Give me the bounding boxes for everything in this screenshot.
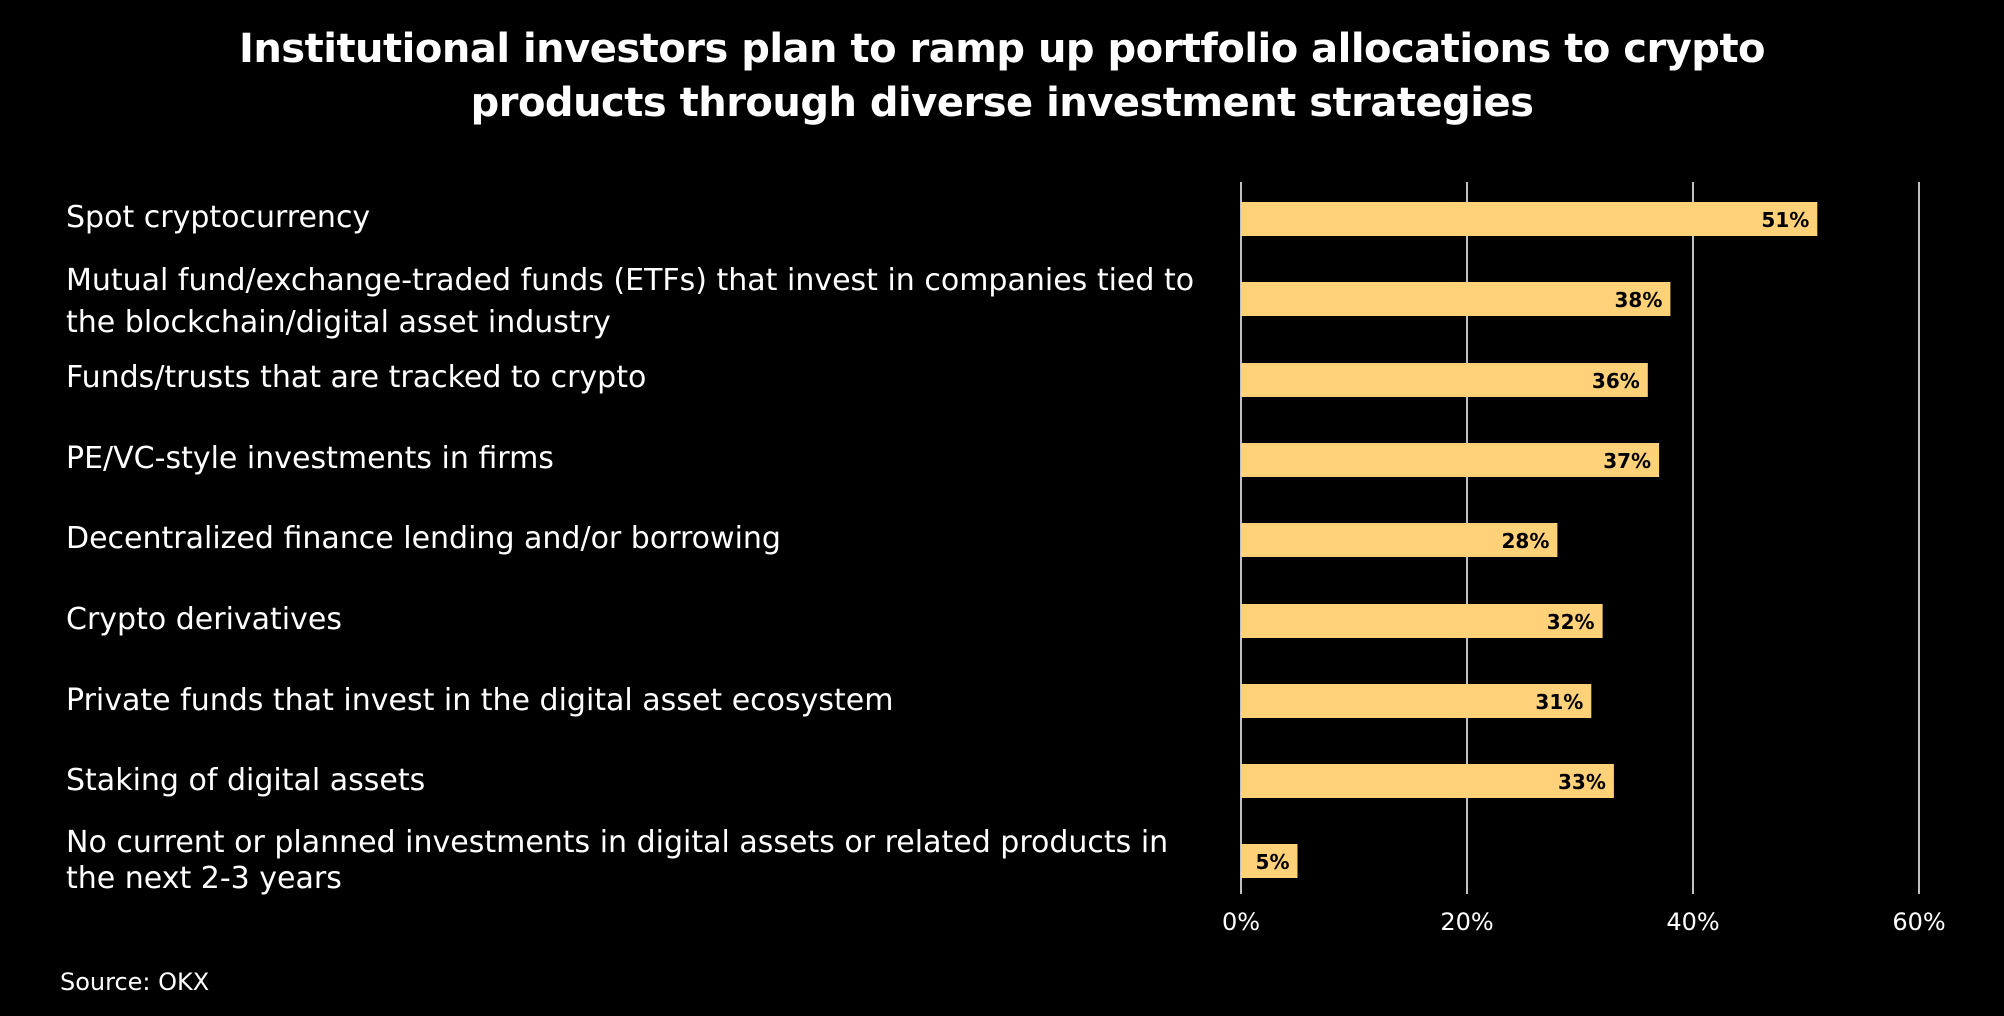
category-label-private-funds: Private funds that invest in the digital…: [66, 683, 894, 718]
bars: [1241, 202, 1818, 878]
x-tick-label-0pct: 0%: [1222, 908, 1260, 936]
bar-4: [1241, 523, 1558, 557]
bar-1: [1241, 282, 1671, 316]
category-label-staking: Staking of digital assets: [66, 763, 426, 798]
x-tick-label-40pct: 40%: [1666, 908, 1719, 936]
category-label-funds-trusts: Funds/trusts that are tracked to crypto: [66, 360, 647, 395]
bar-2: [1241, 363, 1648, 397]
chart-title: Institutional investors plan to ramp up …: [0, 22, 2004, 130]
bar-value-label-6: 31%: [1535, 690, 1583, 714]
x-tick-label-60pct: 60%: [1892, 908, 1945, 936]
chart-title-line-1: Institutional investors plan to ramp up …: [238, 26, 1766, 72]
source-note: Source: OKX: [60, 968, 210, 996]
bar-value-label-4: 28%: [1502, 529, 1550, 553]
chart-title-line-2: products through diverse investment stra…: [470, 80, 1534, 126]
x-axis-tick-labels: 0% 20% 40% 60%: [1222, 908, 1946, 936]
bar-value-label-1: 38%: [1615, 288, 1663, 312]
category-label-no-investments: No current or planned investments in dig…: [66, 825, 1169, 896]
bar-value-label-0: 51%: [1761, 208, 1809, 232]
category-label-defi-lending: Decentralized finance lending and/or bor…: [66, 521, 781, 556]
bar-0: [1241, 202, 1818, 236]
category-label-mutual-fund-etfs: Mutual fund/exchange-traded funds (ETFs)…: [66, 263, 1195, 340]
bar-7: [1241, 764, 1614, 798]
bar-value-label-3: 37%: [1603, 449, 1651, 473]
bar-5: [1241, 604, 1603, 638]
category-label-spot-cryptocurrency: Spot cryptocurrency: [66, 200, 371, 235]
bar-8: [1241, 844, 1298, 878]
x-tick-label-20pct: 20%: [1440, 908, 1493, 936]
category-label-pe-vc: PE/VC-style investments in firms: [66, 441, 554, 476]
bar-value-label-8: 5%: [1256, 850, 1290, 874]
bar-value-labels: 51% 38% 36% 37% 28% 32% 31% 33% 5%: [1256, 208, 1810, 874]
bar-value-label-7: 33%: [1558, 770, 1606, 794]
bar-value-label-5: 32%: [1547, 610, 1595, 634]
bar-3: [1241, 443, 1660, 477]
bar-6: [1241, 684, 1592, 718]
bar-value-label-2: 36%: [1592, 369, 1640, 393]
category-label-crypto-derivatives: Crypto derivatives: [66, 602, 342, 637]
